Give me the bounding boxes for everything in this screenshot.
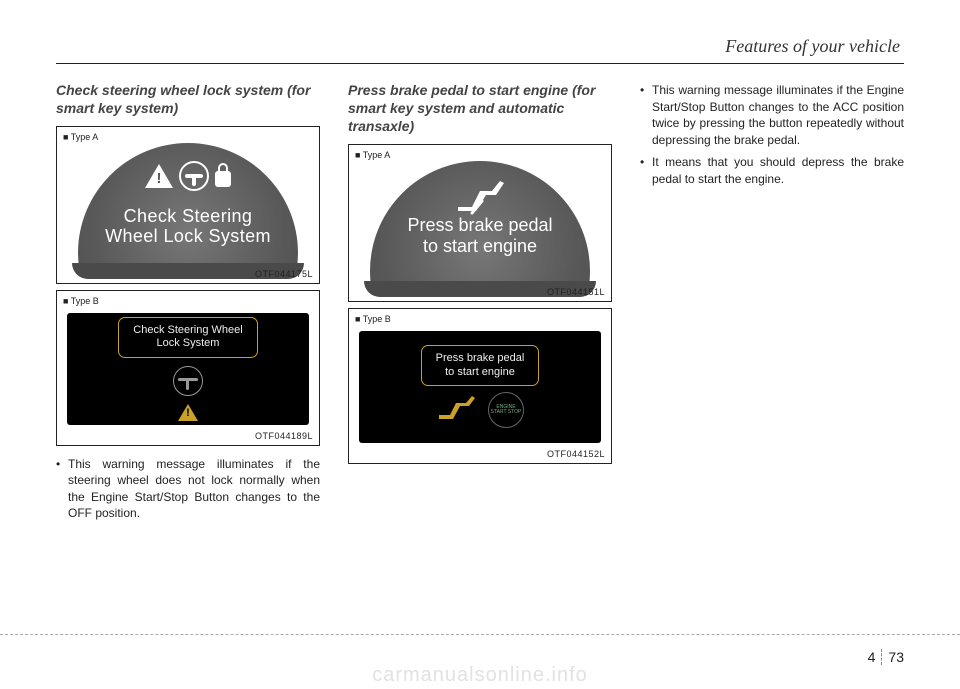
lcd-screen: Press brake pedal to start engine ENGINE…: [359, 331, 601, 443]
column-2: Press brake pedal to start engine (for s…: [348, 82, 612, 528]
chapter-number: 4: [868, 649, 883, 665]
col1-bullets: This warning message illuminates if the …: [56, 456, 320, 522]
col2-typea-figure: ■ Type A Press brake pedal to start engi…: [348, 144, 612, 302]
manual-page: Features of your vehicle Check steering …: [0, 0, 960, 689]
steering-wheel-icon: [179, 161, 209, 191]
col3-bullets: This warning message illuminates if the …: [640, 82, 904, 187]
steering-wheel-icon: [173, 366, 203, 396]
type-label: ■ Type B: [355, 314, 391, 324]
display-text: Check Steering Wheel Lock System: [118, 317, 257, 359]
page-number: 473: [868, 649, 904, 665]
bullet-item: This warning message illuminates if the …: [640, 82, 904, 148]
dashboard-dome: Check Steering Wheel Lock System: [78, 143, 298, 273]
column-3: This warning message illuminates if the …: [640, 82, 904, 528]
columns: Check steering wheel lock system (for sm…: [56, 82, 904, 528]
dashboard-dome: Press brake pedal to start engine: [370, 161, 590, 291]
lock-icon: [215, 171, 231, 187]
type-label: ■ Type A: [355, 150, 390, 160]
type-label: ■ Type B: [63, 296, 99, 306]
watermark: carmanualsonline.info: [0, 664, 960, 687]
foot-pedal-icon: [436, 393, 478, 428]
col2-heading: Press brake pedal to start engine (for s…: [348, 82, 612, 136]
type-label: ■ Type A: [63, 132, 98, 142]
bullet-item: This warning message illuminates if the …: [56, 456, 320, 522]
bullet-item: It means that you should depress the bra…: [640, 154, 904, 187]
col1-typea-figure: ■ Type A Check Steering Wheel Lock Syste…: [56, 126, 320, 284]
col1-typeb-figure: ■ Type B Check Steering Wheel Lock Syste…: [56, 290, 320, 446]
display-text: Check Steering Wheel Lock System: [78, 207, 298, 247]
display-text: Press brake pedal to start engine: [370, 215, 590, 258]
running-head: Features of your vehicle: [56, 36, 904, 57]
figure-code: OTF044151L: [547, 287, 605, 297]
col1-heading: Check steering wheel lock system (for sm…: [56, 82, 320, 118]
top-rule: [56, 63, 904, 64]
warning-triangle-icon: [145, 164, 173, 188]
bottom-dash-rule: [0, 634, 960, 635]
column-1: Check steering wheel lock system (for sm…: [56, 82, 320, 528]
figure-code: OTF044175L: [255, 269, 313, 279]
col2-typeb-figure: ■ Type B Press brake pedal to start engi…: [348, 308, 612, 464]
figure-code: OTF044189L: [255, 431, 313, 441]
figure-code: OTF044152L: [547, 449, 605, 459]
page-no: 73: [882, 649, 904, 665]
display-text: Press brake pedal to start engine: [421, 345, 540, 387]
warning-triangle-icon: [178, 404, 198, 421]
lcd-screen: Check Steering Wheel Lock System: [67, 313, 309, 425]
engine-start-stop-button-icon: ENGINE START STOP: [488, 392, 524, 428]
